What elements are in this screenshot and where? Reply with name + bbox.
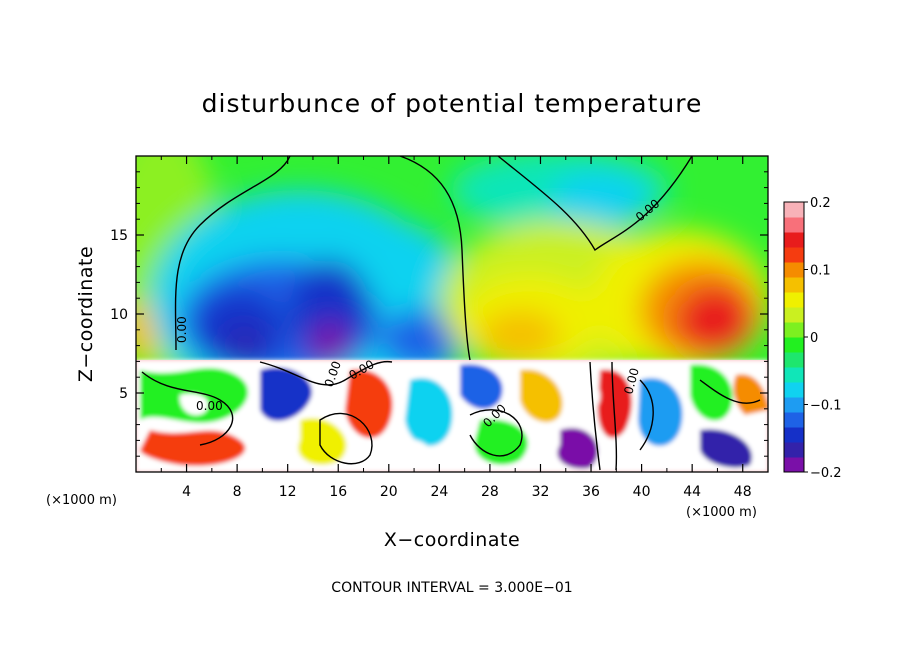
x-tick-label: 12 [279,484,297,500]
colorbar-segment [784,457,804,473]
plot-area: 0.00 0.00 0.00 0.00 0.00 0.00 0.00 [136,156,768,472]
colorbar-ticks: 0.2 0.1 0 −0.1 −0.2 [804,196,842,481]
x-axis-ticks: 4 8 12 16 20 24 28 32 36 40 44 48 [160,156,752,500]
x-tick-label: 24 [430,484,448,500]
colorbar-tick-label: 0.1 [810,264,831,279]
y-axis-label: Z−coordinate [75,246,97,382]
x-tick-label: 48 [734,484,752,500]
x-tick-label: 16 [329,484,347,500]
y-axis-ticks: 5 10 15 [110,171,768,457]
colorbar-tick-label: −0.1 [810,399,842,414]
x-tick-label: 28 [481,484,499,500]
colorbar-segment [784,442,804,458]
contour-label: 0.00 [621,366,641,395]
x-tick-label: 40 [633,484,651,500]
colorbar-segment [784,262,804,278]
colorbar [784,202,804,473]
colorbar-segment [784,292,804,308]
colorbar-segment [784,337,804,353]
upper-field [136,156,768,410]
contour-lines [141,156,761,471]
colorbar-segment [784,322,804,338]
chart-title: disturbunce of potential temperature [202,89,703,118]
colorbar-tick-label: −0.2 [810,466,842,481]
y-tick-label: 15 [110,228,128,244]
y-tick-label: 5 [119,386,128,402]
x-unit-label-right: (×1000 m) [686,505,757,520]
colorbar-segment [784,307,804,323]
contour-interval: CONTOUR INTERVAL = 3.000E−01 [331,580,572,596]
colorbar-segment [784,247,804,263]
x-tick-label: 36 [582,484,600,500]
colorbar-segment [784,232,804,248]
colorbar-segment [784,412,804,428]
x-tick-label: 8 [233,484,242,500]
x-tick-label: 44 [683,484,701,500]
y-tick-label: 10 [110,307,128,323]
colorbar-segment [784,352,804,368]
colorbar-segment [784,202,804,218]
contour-label: 0.00 [175,316,189,343]
x-axis-label: X−coordinate [384,529,520,551]
contour-label: 0.00 [196,399,223,413]
colorbar-tick-label: 0.2 [810,196,831,211]
colorbar-segment [784,427,804,443]
colorbar-segment [784,367,804,383]
colorbar-segment [784,217,804,233]
lower-field [136,360,768,472]
colorbar-segment [784,277,804,293]
x-unit-label-left: (×1000 m) [46,493,117,508]
colorbar-segment [784,382,804,398]
colorbar-tick-label: 0 [810,331,818,346]
x-tick-label: 32 [532,484,550,500]
colorbar-segment [784,397,804,413]
x-tick-label: 4 [182,484,191,500]
x-tick-label: 20 [380,484,398,500]
